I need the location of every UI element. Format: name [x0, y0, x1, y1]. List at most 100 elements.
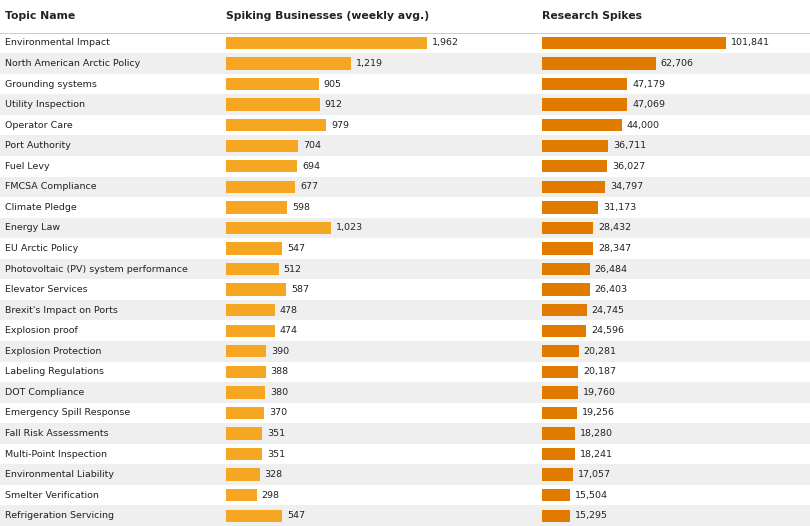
Bar [0, 423, 810, 444]
Bar [0, 259, 810, 279]
Text: 474: 474 [279, 326, 297, 335]
Text: 1,962: 1,962 [433, 38, 459, 47]
Text: 24,596: 24,596 [591, 326, 625, 335]
Text: Photovoltaic (PV) system performance: Photovoltaic (PV) system performance [5, 265, 188, 274]
Text: Spiking Businesses (weekly avg.): Spiking Businesses (weekly avg.) [226, 11, 429, 22]
Text: Multi-Point Inspection: Multi-Point Inspection [5, 450, 107, 459]
Bar [226, 448, 262, 460]
Text: 28,347: 28,347 [598, 244, 631, 253]
Text: 388: 388 [271, 367, 289, 376]
Text: 18,241: 18,241 [580, 450, 613, 459]
Bar [226, 119, 326, 132]
Text: 18,280: 18,280 [580, 429, 613, 438]
Bar [226, 263, 279, 275]
Bar [542, 366, 578, 378]
Text: 390: 390 [271, 347, 289, 356]
Bar [226, 345, 266, 358]
Text: 1,219: 1,219 [356, 59, 383, 68]
Bar [226, 201, 288, 214]
Bar [542, 242, 593, 255]
Text: Brexit's Impact on Ports: Brexit's Impact on Ports [5, 306, 117, 315]
Bar [542, 119, 621, 132]
Text: 34,797: 34,797 [610, 183, 643, 191]
Text: Operator Care: Operator Care [5, 120, 73, 129]
Bar [542, 263, 590, 275]
Bar [226, 37, 428, 49]
Text: 36,711: 36,711 [613, 141, 646, 150]
Bar [0, 0, 810, 33]
Text: 905: 905 [324, 79, 342, 88]
Bar [226, 510, 282, 522]
Text: Explosion proof: Explosion proof [5, 326, 78, 335]
Bar [226, 180, 296, 193]
Text: 20,187: 20,187 [583, 367, 616, 376]
Bar [226, 304, 275, 316]
Text: 478: 478 [280, 306, 298, 315]
Text: Fuel Levy: Fuel Levy [5, 161, 49, 171]
Bar [542, 201, 599, 214]
Text: North American Arctic Policy: North American Arctic Policy [5, 59, 140, 68]
Bar [0, 444, 810, 464]
Text: 351: 351 [266, 429, 285, 438]
Bar [0, 156, 810, 177]
Bar [0, 485, 810, 505]
Bar [542, 180, 605, 193]
Bar [0, 505, 810, 526]
Text: 598: 598 [292, 203, 310, 212]
Bar [542, 304, 586, 316]
Bar [226, 242, 282, 255]
Bar [0, 115, 810, 135]
Bar [542, 325, 586, 337]
Bar [542, 284, 590, 296]
Bar [542, 386, 578, 399]
Bar [226, 407, 264, 419]
Text: Energy Law: Energy Law [5, 224, 60, 232]
Text: 26,484: 26,484 [595, 265, 628, 274]
Bar [0, 53, 810, 74]
Text: Port Authority: Port Authority [5, 141, 70, 150]
Bar [226, 160, 297, 173]
Bar [542, 222, 594, 234]
Bar [0, 300, 810, 320]
Text: 101,841: 101,841 [731, 38, 770, 47]
Text: 380: 380 [270, 388, 288, 397]
Text: 1,023: 1,023 [336, 224, 363, 232]
Bar [226, 78, 319, 90]
Text: Fall Risk Assessments: Fall Risk Assessments [5, 429, 109, 438]
Text: 704: 704 [303, 141, 321, 150]
Text: 24,745: 24,745 [591, 306, 625, 315]
Bar [226, 427, 262, 440]
Bar [0, 33, 810, 53]
Bar [226, 284, 286, 296]
Text: Emergency Spill Response: Emergency Spill Response [5, 408, 130, 418]
Text: 351: 351 [266, 450, 285, 459]
Text: Refrigeration Servicing: Refrigeration Servicing [5, 511, 114, 520]
Text: Elevator Services: Elevator Services [5, 285, 87, 294]
Bar [542, 345, 578, 358]
Bar [226, 325, 275, 337]
Bar [542, 98, 627, 111]
Text: 547: 547 [287, 244, 305, 253]
Bar [0, 382, 810, 403]
Bar [226, 366, 266, 378]
Bar [542, 427, 575, 440]
Text: 47,069: 47,069 [632, 100, 665, 109]
Bar [0, 361, 810, 382]
Bar [0, 341, 810, 361]
Text: 370: 370 [269, 408, 287, 418]
Bar [0, 177, 810, 197]
Text: Topic Name: Topic Name [5, 11, 75, 22]
Bar [0, 403, 810, 423]
Text: 19,760: 19,760 [582, 388, 616, 397]
Text: 328: 328 [265, 470, 283, 479]
Text: Utility Inspection: Utility Inspection [5, 100, 85, 109]
Text: 26,403: 26,403 [595, 285, 628, 294]
Text: 36,027: 36,027 [612, 161, 645, 171]
Text: 20,281: 20,281 [583, 347, 616, 356]
Text: 547: 547 [287, 511, 305, 520]
Text: 15,504: 15,504 [575, 491, 608, 500]
Text: Grounding systems: Grounding systems [5, 79, 96, 88]
Text: Explosion Protection: Explosion Protection [5, 347, 101, 356]
Text: Smelter Verification: Smelter Verification [5, 491, 99, 500]
Bar [226, 489, 257, 501]
